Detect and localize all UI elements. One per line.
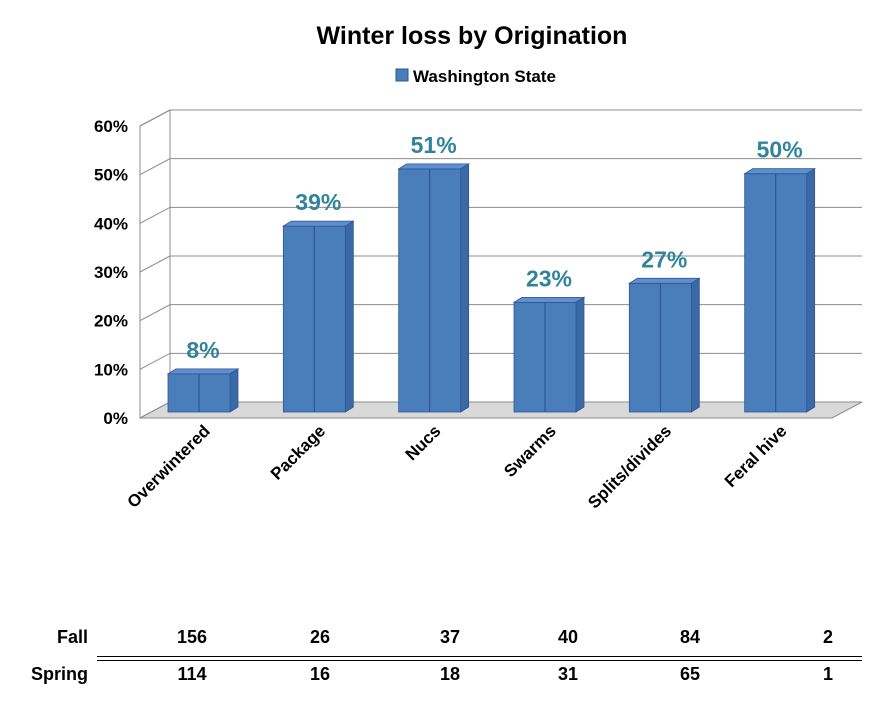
bar-nucs-top (397, 163, 471, 170)
table-divider-top (97, 656, 862, 657)
x-tick-label-swarms: Swarms (500, 421, 560, 481)
y-tick-label: 60% (94, 117, 128, 136)
data-label-package: 39% (295, 189, 341, 215)
bar-swarms (512, 296, 586, 413)
x-tick-label-splits-divides: Splits/divides (584, 421, 675, 512)
gridline (139, 109, 862, 127)
data-label-overwintered: 8% (186, 337, 219, 363)
data-label-swarms: 23% (526, 265, 572, 291)
bar-swarms-top (512, 296, 586, 303)
fall-count-package: 26 (309, 627, 331, 647)
bar-nucs (397, 163, 471, 413)
bar-overwintered-top (166, 368, 240, 375)
legend-label: Washington State (413, 67, 556, 86)
spring-label: Spring (31, 664, 88, 684)
spring-count-overwintered: 114 (177, 664, 207, 684)
bar-package (281, 220, 355, 413)
spring-count-feral: 1 (822, 664, 833, 684)
bar-overwintered (166, 368, 240, 413)
data-label-splits-divides: 27% (641, 246, 687, 272)
fall-count-overwintered: 156 (176, 627, 208, 647)
plot-area: 0% 10% 20% 30% 40% 50% 60% 8% Overwintered 39% Pac… (94, 109, 863, 512)
fall-row: Fall 156 26 37 40 84 2 (0, 620, 895, 658)
bar-splits-divides (627, 277, 701, 413)
y-tick-label: 40% (94, 214, 128, 233)
spring-count-splits: 65 (679, 664, 701, 684)
chart-title: Winter loss by Origination (317, 22, 628, 50)
bar-package-side (344, 220, 354, 413)
bar-overwintered-side (229, 368, 239, 413)
bar-feral-hive-top (743, 168, 817, 175)
bar-chart: Winter loss by Origination Washington St… (94, 22, 863, 512)
legend-swatch (395, 68, 409, 82)
x-tick-label-package: Package (267, 421, 329, 483)
bar-splits-divides-side (690, 277, 700, 413)
y-tick-label: 50% (94, 166, 128, 185)
y-tick-label: 20% (94, 312, 128, 331)
table-divider-bottom (97, 660, 862, 661)
fall-label: Fall (56, 627, 88, 647)
fall-count-splits: 84 (679, 627, 701, 647)
bar-nucs-side (460, 163, 470, 413)
data-label-feral-hive: 50% (757, 137, 803, 163)
bar-feral-hive (743, 167, 817, 413)
bar-swarms-side (575, 296, 585, 413)
fall-count-feral: 2 (822, 627, 833, 647)
spring-row: Spring 114 16 18 31 65 1 (0, 658, 895, 696)
spring-count-package: 16 (309, 664, 331, 684)
legend: Washington State (395, 67, 556, 86)
bar-package-top (281, 220, 355, 227)
y-tick-label: 0% (103, 409, 128, 428)
y-tick-label: 30% (94, 263, 128, 282)
fall-count-swarms: 40 (557, 627, 579, 647)
counts-table: Fall 156 26 37 40 84 2 Spring 114 16 18 … (0, 620, 895, 696)
bar-splits-divides-top (627, 277, 701, 284)
bar-feral-hive-side (806, 167, 816, 413)
fall-count-nucs: 37 (439, 627, 461, 647)
gridline (139, 206, 862, 224)
spring-count-nucs: 18 (439, 664, 461, 684)
gridline (139, 158, 862, 176)
x-tick-label-overwintered: Overwintered (124, 421, 214, 511)
x-tick-label-nucs: Nucs (402, 421, 445, 464)
spring-count-swarms: 31 (557, 664, 579, 684)
y-tick-label: 10% (94, 360, 128, 379)
gridline (139, 255, 862, 273)
data-label-nucs: 51% (411, 132, 457, 158)
x-tick-label-feral-hive: Feral hive (721, 421, 791, 491)
